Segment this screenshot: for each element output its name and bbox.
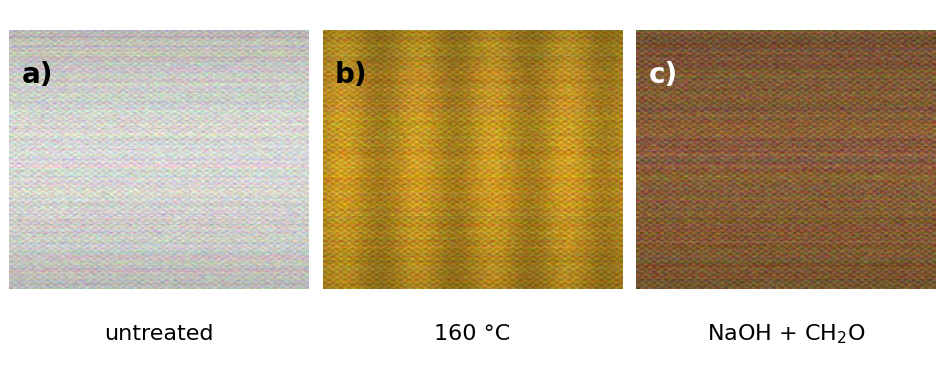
Text: NaOH + CH$_2$O: NaOH + CH$_2$O [706,322,865,346]
Text: untreated: untreated [104,324,213,344]
Text: 160 °C: 160 °C [434,324,510,344]
Text: a): a) [22,61,53,89]
Text: c): c) [648,61,677,89]
Text: b): b) [334,61,367,89]
